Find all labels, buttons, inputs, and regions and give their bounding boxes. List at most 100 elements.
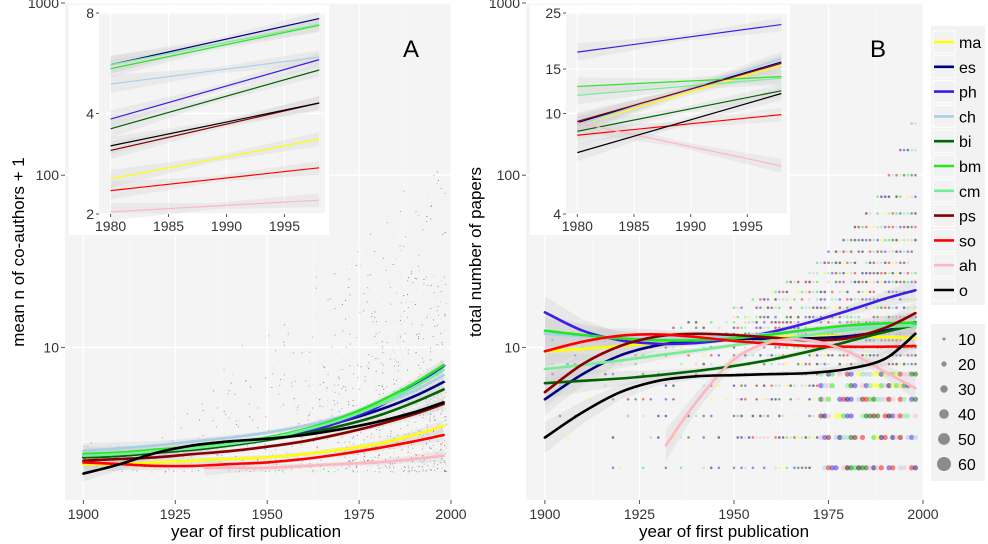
scatter-point [113, 461, 115, 463]
scatter-point [367, 395, 369, 397]
scatter-point [418, 269, 420, 271]
scatter-point [429, 468, 431, 470]
scatter-point [393, 433, 395, 435]
scatter-point [914, 298, 917, 301]
scatter-point [755, 326, 758, 330]
scatter-point [732, 353, 736, 357]
scatter-point [403, 341, 405, 343]
scatter-point [348, 341, 350, 343]
scatter-point [415, 456, 417, 458]
scatter-point [348, 287, 350, 288]
scatter-point [405, 420, 407, 422]
scatter-point [260, 442, 262, 444]
scatter-point [389, 452, 390, 454]
scatter-point [781, 346, 785, 349]
scatter-point [337, 384, 339, 386]
scatter-point [871, 383, 877, 389]
scatter-point [872, 225, 876, 229]
scatter-point [421, 455, 423, 457]
scatter-point [421, 462, 423, 464]
scatter-point [344, 468, 346, 470]
scatter-point [796, 320, 800, 324]
scatter-point [397, 441, 399, 443]
scatter-point [287, 332, 289, 334]
scatter-point [774, 353, 777, 357]
scatter-point [378, 434, 379, 436]
scatter-point [404, 466, 406, 468]
scatter-point [379, 471, 380, 473]
scatter-point [399, 319, 401, 321]
scatter-point [445, 364, 447, 366]
scatter-point [291, 445, 293, 447]
scatter-point [429, 446, 431, 448]
inset-line-ph [110, 59, 320, 120]
scatter-point [436, 379, 438, 381]
panel-a-inset-x-ticks: 1980 1985 1990 1995 [95, 214, 300, 234]
scatter-point [778, 306, 781, 310]
scatter-point [818, 396, 824, 402]
scatter-point [778, 414, 781, 418]
scatter-point [793, 320, 796, 324]
scatter-point [641, 353, 645, 357]
scatter-point [804, 466, 808, 470]
scatter-point [868, 280, 872, 284]
scatter-point [386, 308, 388, 310]
scatter-point [274, 470, 276, 472]
scatter-point [770, 290, 774, 294]
scatter-point [770, 353, 774, 357]
scatter-point [418, 376, 420, 378]
scatter-point [437, 463, 439, 465]
scatter-point [804, 436, 808, 439]
scatter-point [337, 442, 339, 443]
scatter-point [864, 290, 868, 294]
scatter-point [206, 430, 208, 432]
scatter-point [440, 187, 442, 189]
scatter-point [352, 405, 354, 407]
scatter-point [762, 346, 766, 349]
scatter-point [366, 253, 368, 254]
scatter-point [235, 471, 236, 473]
scatter-point [436, 425, 438, 427]
scatter-point [740, 384, 743, 387]
scatter-point [403, 190, 405, 192]
scatter-point [394, 452, 396, 454]
scatter-point [551, 362, 554, 366]
scatter-point [216, 454, 218, 456]
scatter-point [895, 225, 898, 229]
scatter-point [436, 468, 438, 470]
scatter-point [815, 306, 819, 310]
scatter-point [305, 471, 307, 473]
scatter-point [356, 449, 358, 451]
inset-band-so [577, 107, 782, 145]
scatter-point [412, 465, 414, 467]
scatter-point [344, 441, 346, 443]
scatter-point [377, 456, 379, 458]
scatter-point [378, 437, 380, 438]
scatter-point [382, 425, 384, 427]
scatter-point [844, 434, 850, 441]
scatter-point [216, 426, 218, 428]
scatter-point [415, 211, 417, 213]
scatter-point [355, 389, 357, 391]
scatter-point [312, 469, 314, 471]
scatter-point [370, 424, 372, 426]
scatter-point [342, 358, 344, 359]
scatter-point [393, 453, 395, 455]
scatter-point [157, 453, 159, 455]
scatter-point [383, 257, 384, 259]
scatter-point [323, 468, 324, 470]
scatter-point [902, 353, 906, 357]
scatter-point [420, 367, 421, 369]
scatter-point [445, 391, 447, 393]
scatter-point [397, 434, 399, 436]
scatter-point [445, 347, 447, 349]
scatter-point [872, 306, 876, 310]
scatter-point [432, 419, 434, 421]
scatter-point [236, 420, 237, 422]
scatter-point [359, 402, 361, 404]
scatter-point [641, 397, 645, 401]
scatter-point [370, 470, 372, 472]
scatter-point [275, 471, 277, 473]
scatter-point [357, 471, 358, 473]
scatter-point [430, 398, 432, 400]
